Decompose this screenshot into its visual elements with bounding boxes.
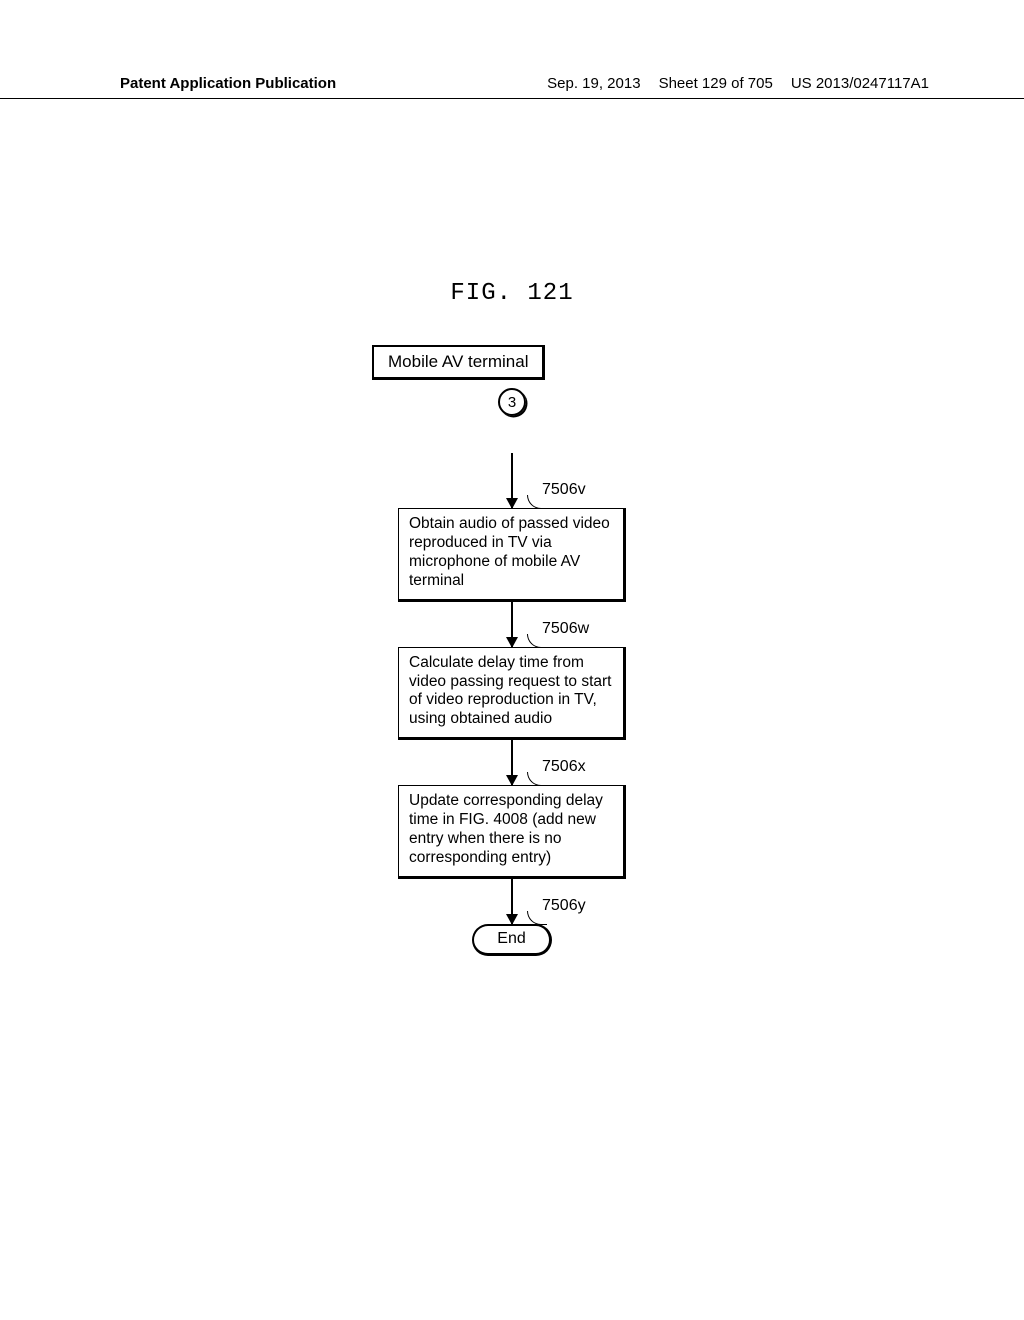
header-date: Sep. 19, 2013 [547, 75, 640, 92]
arrow-line [511, 740, 513, 785]
process-box-1: Obtain audio of passed video reproduced … [398, 508, 626, 602]
header-left: Patent Application Publication [120, 75, 336, 92]
header-right: Sep. 19, 2013 Sheet 129 of 705 US 2013/0… [547, 75, 929, 92]
arrow-line [511, 602, 513, 647]
ref-label: 7506v [542, 481, 586, 499]
arrow-line [511, 879, 513, 924]
ref-label: 7506w [542, 620, 589, 638]
figure-title: FIG. 121 [0, 280, 1024, 307]
flowchart-title-box: Mobile AV terminal [372, 345, 545, 380]
terminator-end: End [472, 924, 552, 956]
connector-circle: 3 [498, 388, 526, 416]
ref-label: 7506y [542, 897, 586, 915]
header-pubno: US 2013/0247117A1 [791, 75, 929, 92]
arrow-seg-4: 7506y [332, 879, 692, 924]
process-box-2: Calculate delay time from video passing … [398, 647, 626, 741]
flowchart: Mobile AV terminal 3 7506v Obtain audio … [332, 345, 692, 956]
arrow-line [511, 453, 513, 508]
page-header: Patent Application Publication Sep. 19, … [0, 75, 1024, 99]
arrow-seg-1: 7506v [332, 453, 692, 508]
process-box-3: Update corresponding delay time in FIG. … [398, 785, 626, 879]
arrow-seg-2: 7506w [332, 602, 692, 647]
header-sheet: Sheet 129 of 705 [659, 75, 773, 92]
connector-block: 3 [332, 388, 692, 453]
arrow-seg-3: 7506x [332, 740, 692, 785]
ref-label: 7506x [542, 758, 586, 776]
